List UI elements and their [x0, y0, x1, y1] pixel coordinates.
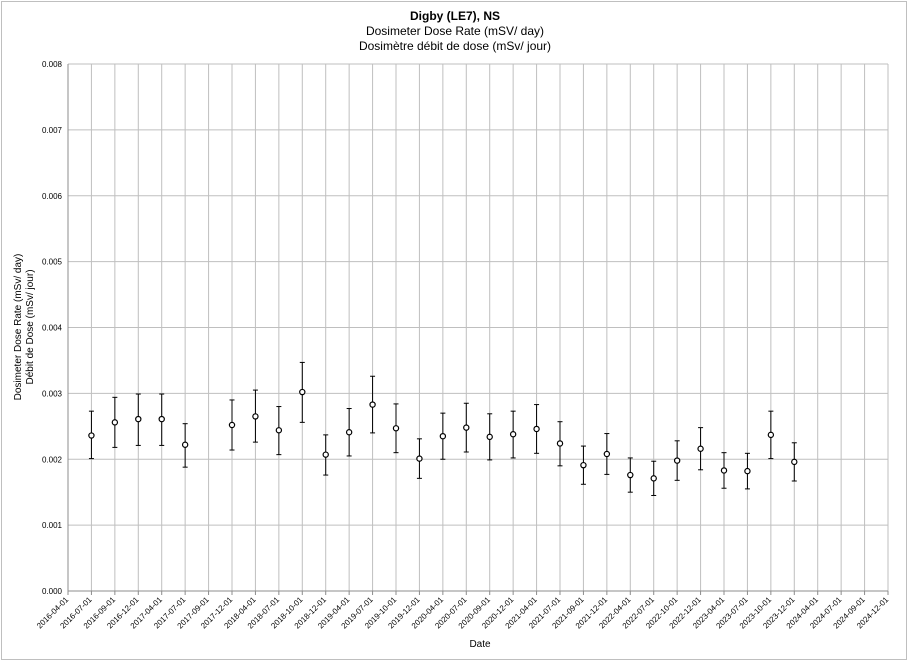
- data-point-marker: [345, 429, 353, 436]
- chart-subtitle-fr: Dosimètre débit de dose (mSv/ jour): [358, 39, 552, 53]
- data-point-marker: [697, 445, 704, 452]
- data-point-marker: [158, 415, 165, 423]
- data-point-marker: [275, 427, 283, 434]
- data-point-group: [135, 393, 142, 446]
- data-point-marker: [650, 475, 657, 482]
- data-point-group: [345, 408, 353, 457]
- data-point-marker: [392, 425, 400, 432]
- data-point-group: [275, 406, 283, 456]
- y-tick-label: 0.001: [42, 521, 63, 530]
- y-tick-label: 0.003: [42, 389, 63, 398]
- data-point-group: [392, 403, 400, 454]
- data-point-group: [299, 361, 306, 423]
- data-point-group: [322, 434, 329, 476]
- x-axis-label: Date: [469, 639, 491, 650]
- data-point-marker: [603, 450, 611, 458]
- data-point-marker: [299, 388, 306, 396]
- chart-title: Digby (LE7), NS: [409, 9, 500, 23]
- data-point-marker: [673, 457, 681, 464]
- data-point-marker: [252, 413, 259, 420]
- data-point-group: [744, 452, 751, 490]
- data-point-group: [416, 438, 423, 479]
- data-point-marker: [486, 433, 493, 441]
- data-point-marker: [580, 461, 587, 469]
- data-point-group: [720, 452, 728, 489]
- data-points: [88, 361, 798, 496]
- data-point-marker: [627, 471, 634, 479]
- data-point-group: [463, 402, 470, 453]
- data-point-marker: [369, 401, 376, 408]
- y-tick-label: 0.004: [42, 324, 63, 333]
- data-point-group: [580, 445, 587, 485]
- data-point-marker: [744, 467, 751, 475]
- y-tick-labels: 0.000 0.001 0.002 0.003 0.004 0.005 0.006 0.007…: [42, 60, 63, 596]
- data-point-group: [603, 433, 611, 475]
- grid: [67, 63, 889, 592]
- y-tick-label: 0.006: [42, 192, 63, 201]
- chart-subtitle-en: Dosimeter Dose Rate (mSV/ day): [365, 24, 545, 38]
- data-point-marker: [228, 421, 236, 429]
- data-point-marker: [135, 415, 142, 423]
- data-point-marker: [416, 455, 423, 462]
- data-point-group: [158, 393, 165, 446]
- data-point-group: [88, 410, 95, 460]
- y-tick-label: 0.008: [42, 60, 63, 69]
- data-point-group: [509, 410, 517, 459]
- data-point-marker: [322, 451, 329, 458]
- data-point-group: [228, 399, 236, 451]
- data-point-group: [767, 410, 775, 460]
- y-tick-label: 0.002: [42, 455, 63, 464]
- data-point-group: [533, 404, 540, 454]
- data-point-marker: [463, 424, 470, 431]
- y-tick-label: 0.005: [42, 258, 63, 267]
- data-point-group: [791, 442, 798, 482]
- y-axis-label-fr: Débit de Dose (mSv/ jour): [25, 269, 36, 384]
- y-axis-label-en: Dosimeter Dose Rate (mSv/ day): [13, 254, 24, 401]
- data-point-marker: [181, 441, 189, 448]
- data-point-marker: [88, 432, 95, 439]
- data-point-group: [697, 427, 704, 471]
- x-tick-labels: 2016-04-012016-07-012016-09-012016-12-01…: [35, 595, 891, 631]
- data-point-marker: [791, 458, 798, 466]
- data-point-marker: [767, 431, 775, 439]
- data-point-marker: [720, 467, 728, 474]
- data-point-group: [181, 423, 189, 468]
- data-point-marker: [111, 419, 119, 426]
- y-tick-label: 0.007: [42, 126, 63, 135]
- data-point-group: [673, 440, 681, 481]
- data-point-group: [650, 460, 657, 496]
- data-point-group: [486, 413, 493, 461]
- data-point-group: [439, 412, 447, 460]
- axes: [67, 64, 889, 595]
- data-point-group: [627, 457, 634, 493]
- data-point-marker: [556, 440, 564, 447]
- data-point-group: [111, 396, 119, 448]
- data-point-group: [369, 375, 376, 434]
- data-point-marker: [509, 431, 517, 438]
- data-point-group: [556, 421, 564, 467]
- data-point-marker: [533, 425, 540, 433]
- y-tick-label: 0.000: [42, 587, 63, 596]
- data-point-marker: [439, 432, 447, 440]
- data-point-group: [252, 389, 259, 443]
